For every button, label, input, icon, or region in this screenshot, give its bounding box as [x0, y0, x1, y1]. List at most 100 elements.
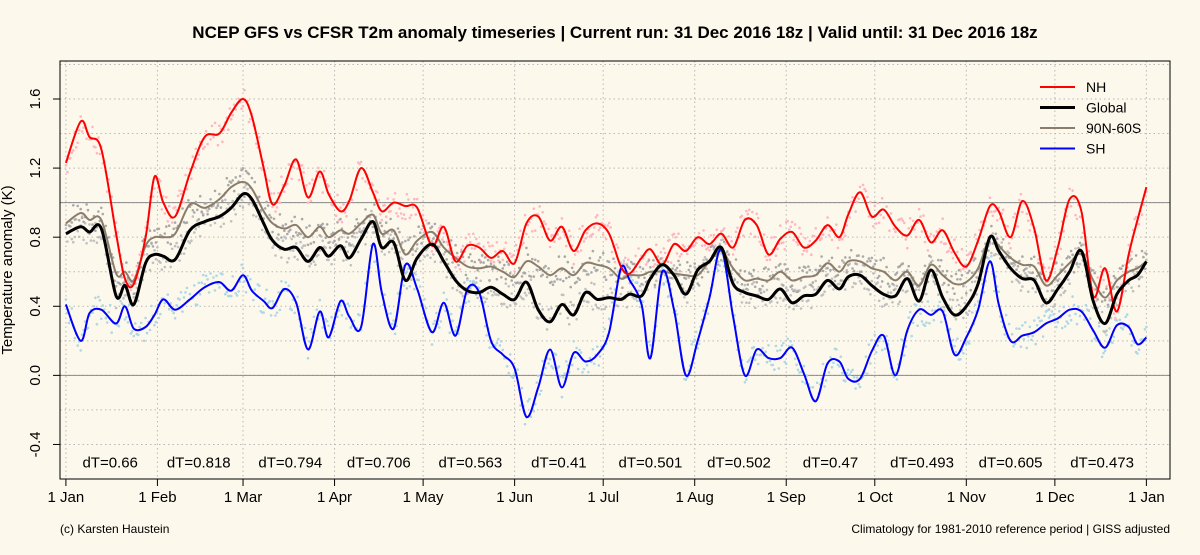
- data-dot: [838, 282, 841, 286]
- data-dot: [169, 242, 172, 246]
- data-dot: [956, 250, 959, 254]
- data-dot: [389, 312, 392, 315]
- data-dot: [851, 368, 854, 372]
- footer-credit: (c) Karsten Haustein: [60, 522, 169, 536]
- data-dot: [145, 331, 149, 335]
- data-dot: [190, 177, 193, 180]
- data-dot: [758, 240, 761, 244]
- data-dot: [1059, 293, 1063, 297]
- data-dot: [659, 257, 663, 260]
- data-dot: [761, 346, 764, 350]
- data-dot: [105, 321, 109, 324]
- data-dot: [64, 227, 68, 230]
- data-dot: [632, 297, 636, 301]
- data-dot: [1145, 252, 1148, 256]
- data-dot: [581, 371, 584, 374]
- data-dot: [895, 271, 899, 275]
- data-dot: [613, 260, 617, 264]
- data-dot: [804, 285, 807, 289]
- data-dot: [293, 255, 297, 259]
- data-dot: [644, 263, 648, 266]
- data-dot: [271, 300, 274, 303]
- data-dot: [774, 344, 778, 348]
- data-dot: [683, 296, 686, 299]
- data-dot: [596, 213, 599, 217]
- data-dot: [166, 220, 170, 223]
- data-dot: [615, 243, 618, 246]
- data-dot: [389, 209, 392, 213]
- data-dot: [497, 337, 500, 341]
- data-dot: [799, 279, 803, 282]
- data-dot: [743, 283, 747, 287]
- x-tick-label: 1 Jan: [48, 489, 85, 506]
- data-dot: [911, 219, 915, 223]
- data-dot: [957, 269, 961, 272]
- data-dot: [500, 276, 503, 279]
- data-dot: [554, 274, 558, 278]
- data-dot: [321, 222, 325, 226]
- data-dot: [1068, 314, 1071, 317]
- data-dot: [358, 227, 361, 230]
- data-dot: [814, 279, 817, 283]
- data-dot: [796, 290, 800, 293]
- data-dot: [362, 227, 366, 230]
- data-dot: [258, 195, 261, 199]
- data-dot: [1021, 210, 1024, 214]
- data-dot: [1066, 322, 1070, 325]
- data-dot: [677, 322, 680, 326]
- data-dot: [135, 264, 139, 268]
- data-dot: [1040, 272, 1043, 276]
- data-dot: [722, 240, 726, 244]
- data-dot: [330, 315, 333, 319]
- data-dot: [863, 287, 866, 290]
- data-dot: [1071, 189, 1074, 192]
- data-dot: [1134, 215, 1138, 219]
- data-dot: [92, 304, 96, 308]
- data-dot: [125, 261, 128, 264]
- x-axis: 1 Jan 1 Feb 1 Mar 1 Apr 1 May 1 Jun 1 Jul 1 Aug…: [48, 479, 1165, 506]
- data-dot: [839, 279, 843, 282]
- data-dot: [652, 265, 655, 268]
- data-dot: [740, 214, 744, 218]
- data-dot: [240, 263, 243, 267]
- data-dot: [833, 279, 837, 283]
- data-dot: [594, 303, 598, 307]
- data-dot: [765, 258, 769, 262]
- data-dot: [197, 281, 201, 285]
- data-dot: [990, 251, 993, 255]
- data-dot: [590, 281, 593, 285]
- data-dot: [308, 340, 311, 343]
- data-dot: [770, 300, 773, 303]
- data-dot: [234, 292, 237, 295]
- data-dot: [567, 275, 571, 279]
- data-dot: [666, 260, 670, 264]
- data-dot: [596, 345, 599, 349]
- data-dot: [588, 256, 592, 260]
- data-dot: [554, 226, 558, 230]
- data-dot: [495, 241, 499, 244]
- data-dot: [908, 310, 912, 314]
- data-dot: [395, 324, 398, 328]
- data-dot: [1102, 291, 1105, 294]
- data-dot: [299, 232, 302, 236]
- data-dot: [72, 240, 75, 244]
- data-dot: [844, 379, 847, 383]
- data-dot: [477, 242, 481, 245]
- data-dot: [962, 316, 965, 320]
- data-dot: [321, 326, 325, 329]
- data-dot: [511, 283, 515, 287]
- data-dot: [957, 303, 961, 307]
- data-dot: [966, 313, 970, 316]
- data-dot: [736, 226, 739, 230]
- data-dot: [1001, 208, 1005, 211]
- data-dot: [464, 236, 468, 240]
- data-dot: [836, 273, 840, 277]
- data-dot: [879, 258, 882, 262]
- data-dot: [415, 243, 419, 246]
- data-dot: [167, 204, 171, 208]
- data-dot: [528, 397, 531, 401]
- data-dot: [504, 241, 508, 244]
- data-dot: [306, 243, 310, 247]
- data-dot: [907, 264, 910, 268]
